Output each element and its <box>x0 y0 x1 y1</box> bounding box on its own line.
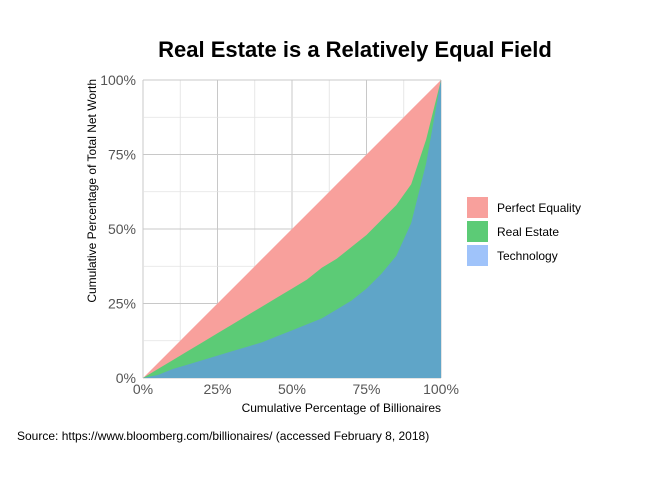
x-tick-label: 0% <box>133 381 153 397</box>
y-tick-label: 75% <box>108 147 136 163</box>
y-tick-label: 50% <box>108 221 136 237</box>
x-tick-label: 50% <box>278 381 306 397</box>
source-caption: Source: https://www.bloomberg.com/billio… <box>17 429 429 443</box>
x-tick-label: 100% <box>423 381 459 397</box>
x-tick-label: 25% <box>203 381 231 397</box>
y-axis-ticks: 0% 25% 50% 75% 100% <box>100 72 136 386</box>
legend-swatch-real-estate <box>467 221 488 242</box>
x-axis-ticks: 0% 25% 50% 75% 100% <box>133 381 459 397</box>
x-axis-title: Cumulative Percentage of Billionaires <box>242 401 441 415</box>
y-tick-label: 25% <box>108 296 136 312</box>
area-series <box>143 80 441 378</box>
legend-label-real-estate: Real Estate <box>497 225 559 239</box>
legend-swatch-perfect-equality <box>467 197 488 218</box>
area-technology <box>143 80 441 378</box>
chart-title: Real Estate is a Relatively Equal Field <box>158 37 552 62</box>
legend-label-perfect-equality: Perfect Equality <box>497 201 581 215</box>
legend-swatch-technology <box>467 245 488 266</box>
y-axis-title: Cumulative Percentage of Total Net Worth <box>85 79 99 303</box>
legend-label-technology: Technology <box>497 249 558 263</box>
x-tick-label: 75% <box>352 381 380 397</box>
y-tick-label: 0% <box>116 370 136 386</box>
legend: Perfect Equality Real Estate Technology <box>467 197 581 266</box>
y-tick-label: 100% <box>100 72 136 88</box>
